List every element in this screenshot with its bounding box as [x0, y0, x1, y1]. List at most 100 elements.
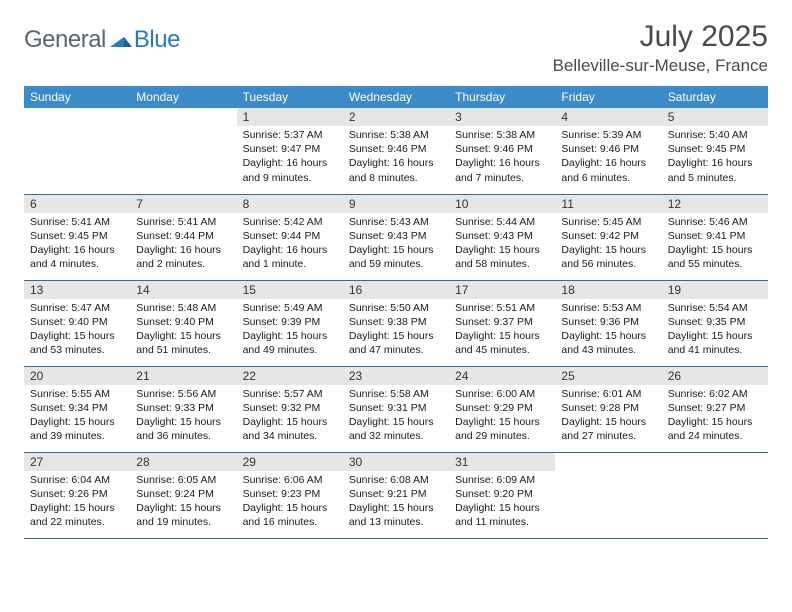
sunset-text: Sunset: 9:28 PM: [561, 401, 655, 415]
daylight-text-2: and 27 minutes.: [561, 429, 655, 443]
sunrise-text: Sunrise: 5:38 AM: [349, 128, 443, 142]
daylight-text-2: and 19 minutes.: [136, 515, 230, 529]
calendar-cell: 8Sunrise: 5:42 AMSunset: 9:44 PMDaylight…: [237, 194, 343, 280]
location: Belleville-sur-Meuse, France: [553, 56, 768, 76]
day-number: 20: [24, 367, 130, 385]
day-number: 28: [130, 453, 236, 471]
daylight-text-1: Daylight: 16 hours: [349, 156, 443, 170]
logo-mark-icon: [110, 29, 132, 52]
sunrise-text: Sunrise: 5:53 AM: [561, 301, 655, 315]
calendar-cell: [130, 108, 236, 194]
day-details: Sunrise: 5:43 AMSunset: 9:43 PMDaylight:…: [343, 213, 449, 276]
sunrise-text: Sunrise: 5:51 AM: [455, 301, 549, 315]
day-number: 31: [449, 453, 555, 471]
calendar-table: SundayMondayTuesdayWednesdayThursdayFrid…: [24, 86, 768, 539]
day-number: 24: [449, 367, 555, 385]
calendar-cell: 12Sunrise: 5:46 AMSunset: 9:41 PMDayligh…: [662, 194, 768, 280]
calendar-cell: 16Sunrise: 5:50 AMSunset: 9:38 PMDayligh…: [343, 280, 449, 366]
daylight-text-1: Daylight: 15 hours: [668, 415, 762, 429]
day-number: 29: [237, 453, 343, 471]
day-details: Sunrise: 5:42 AMSunset: 9:44 PMDaylight:…: [237, 213, 343, 276]
sunrise-text: Sunrise: 5:38 AM: [455, 128, 549, 142]
calendar-cell: 18Sunrise: 5:53 AMSunset: 9:36 PMDayligh…: [555, 280, 661, 366]
day-number: 26: [662, 367, 768, 385]
calendar-cell: 26Sunrise: 6:02 AMSunset: 9:27 PMDayligh…: [662, 366, 768, 452]
day-details: Sunrise: 5:56 AMSunset: 9:33 PMDaylight:…: [130, 385, 236, 448]
sunrise-text: Sunrise: 5:43 AM: [349, 215, 443, 229]
day-number: 15: [237, 281, 343, 299]
sunset-text: Sunset: 9:46 PM: [561, 142, 655, 156]
calendar-cell: 1Sunrise: 5:37 AMSunset: 9:47 PMDaylight…: [237, 108, 343, 194]
calendar-cell: 22Sunrise: 5:57 AMSunset: 9:32 PMDayligh…: [237, 366, 343, 452]
logo: General Blue: [24, 26, 180, 54]
daylight-text-1: Daylight: 16 hours: [455, 156, 549, 170]
daylight-text-1: Daylight: 15 hours: [243, 329, 337, 343]
calendar-cell: 23Sunrise: 5:58 AMSunset: 9:31 PMDayligh…: [343, 366, 449, 452]
day-number: 11: [555, 195, 661, 213]
calendar-cell: [555, 452, 661, 538]
daylight-text-1: Daylight: 15 hours: [136, 329, 230, 343]
daylight-text-1: Daylight: 15 hours: [455, 415, 549, 429]
sunset-text: Sunset: 9:45 PM: [668, 142, 762, 156]
daylight-text-2: and 45 minutes.: [455, 343, 549, 357]
daylight-text-2: and 56 minutes.: [561, 257, 655, 271]
daylight-text-1: Daylight: 15 hours: [136, 501, 230, 515]
daylight-text-1: Daylight: 15 hours: [243, 415, 337, 429]
daylight-text-1: Daylight: 16 hours: [243, 156, 337, 170]
daylight-text-2: and 34 minutes.: [243, 429, 337, 443]
daylight-text-1: Daylight: 15 hours: [349, 415, 443, 429]
title-block: July 2025 Belleville-sur-Meuse, France: [553, 20, 768, 76]
day-number: 7: [130, 195, 236, 213]
sunrise-text: Sunrise: 5:46 AM: [668, 215, 762, 229]
daylight-text-2: and 55 minutes.: [668, 257, 762, 271]
sunrise-text: Sunrise: 5:45 AM: [561, 215, 655, 229]
calendar-cell: 15Sunrise: 5:49 AMSunset: 9:39 PMDayligh…: [237, 280, 343, 366]
daylight-text-2: and 41 minutes.: [668, 343, 762, 357]
sunrise-text: Sunrise: 6:08 AM: [349, 473, 443, 487]
daylight-text-2: and 36 minutes.: [136, 429, 230, 443]
calendar-cell: 5Sunrise: 5:40 AMSunset: 9:45 PMDaylight…: [662, 108, 768, 194]
calendar-cell: 7Sunrise: 5:41 AMSunset: 9:44 PMDaylight…: [130, 194, 236, 280]
sunrise-text: Sunrise: 6:02 AM: [668, 387, 762, 401]
sunset-text: Sunset: 9:39 PM: [243, 315, 337, 329]
day-details: Sunrise: 6:04 AMSunset: 9:26 PMDaylight:…: [24, 471, 130, 534]
sunset-text: Sunset: 9:40 PM: [30, 315, 124, 329]
calendar-cell: 11Sunrise: 5:45 AMSunset: 9:42 PMDayligh…: [555, 194, 661, 280]
day-details: Sunrise: 5:37 AMSunset: 9:47 PMDaylight:…: [237, 126, 343, 189]
day-number: 25: [555, 367, 661, 385]
day-header: Wednesday: [343, 86, 449, 108]
sunrise-text: Sunrise: 6:09 AM: [455, 473, 549, 487]
daylight-text-1: Daylight: 16 hours: [243, 243, 337, 257]
sunset-text: Sunset: 9:35 PM: [668, 315, 762, 329]
sunrise-text: Sunrise: 5:57 AM: [243, 387, 337, 401]
day-number: 18: [555, 281, 661, 299]
calendar-cell: 4Sunrise: 5:39 AMSunset: 9:46 PMDaylight…: [555, 108, 661, 194]
sunset-text: Sunset: 9:44 PM: [136, 229, 230, 243]
daylight-text-2: and 47 minutes.: [349, 343, 443, 357]
day-number: 9: [343, 195, 449, 213]
daylight-text-2: and 13 minutes.: [349, 515, 443, 529]
day-details: Sunrise: 5:48 AMSunset: 9:40 PMDaylight:…: [130, 299, 236, 362]
calendar-row: 20Sunrise: 5:55 AMSunset: 9:34 PMDayligh…: [24, 366, 768, 452]
sunrise-text: Sunrise: 6:06 AM: [243, 473, 337, 487]
sunset-text: Sunset: 9:42 PM: [561, 229, 655, 243]
day-details: Sunrise: 6:01 AMSunset: 9:28 PMDaylight:…: [555, 385, 661, 448]
daylight-text-1: Daylight: 16 hours: [561, 156, 655, 170]
day-number: 12: [662, 195, 768, 213]
sunrise-text: Sunrise: 5:40 AM: [668, 128, 762, 142]
sunset-text: Sunset: 9:46 PM: [455, 142, 549, 156]
daylight-text-2: and 39 minutes.: [30, 429, 124, 443]
daylight-text-2: and 22 minutes.: [30, 515, 124, 529]
sunset-text: Sunset: 9:24 PM: [136, 487, 230, 501]
sunrise-text: Sunrise: 5:41 AM: [136, 215, 230, 229]
sunrise-text: Sunrise: 6:05 AM: [136, 473, 230, 487]
daylight-text-1: Daylight: 15 hours: [668, 243, 762, 257]
daylight-text-1: Daylight: 15 hours: [668, 329, 762, 343]
sunrise-text: Sunrise: 5:55 AM: [30, 387, 124, 401]
daylight-text-1: Daylight: 15 hours: [561, 329, 655, 343]
day-details: Sunrise: 5:50 AMSunset: 9:38 PMDaylight:…: [343, 299, 449, 362]
daylight-text-1: Daylight: 16 hours: [30, 243, 124, 257]
sunrise-text: Sunrise: 5:44 AM: [455, 215, 549, 229]
daylight-text-2: and 16 minutes.: [243, 515, 337, 529]
calendar-cell: 28 Sunrise: 6:05 AMSunset: 9:24 PMDayligh…: [130, 452, 236, 538]
